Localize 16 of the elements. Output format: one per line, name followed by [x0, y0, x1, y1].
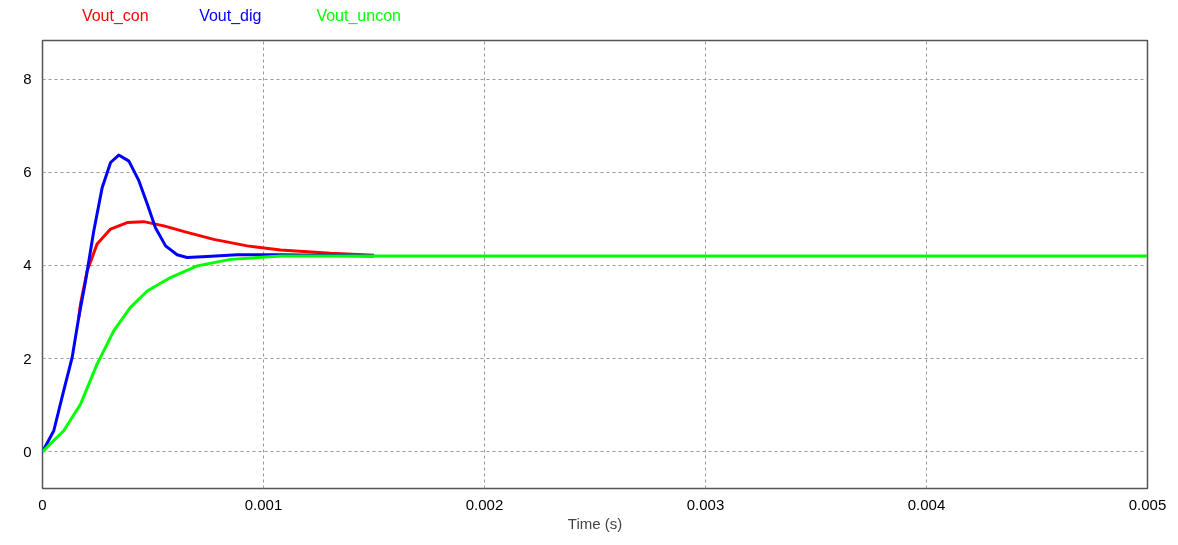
y-tick-label: 4	[23, 256, 32, 274]
text: Vout_dig	[199, 6, 262, 25]
x-tick-label: 0.002	[465, 495, 504, 513]
y-tick-label: 2	[23, 349, 32, 367]
x-axis-title: Time (s)	[567, 514, 623, 532]
x-tick-label: 0.003	[686, 495, 725, 513]
y-tick-label: 6	[23, 163, 32, 181]
text: Vout_con	[81, 6, 149, 25]
x-tick-label: 0.001	[244, 495, 283, 513]
y-tick-label: 0	[23, 442, 32, 460]
text: Vout_uncon	[316, 6, 401, 25]
y-tick-label: 8	[23, 70, 32, 88]
line-series	[42, 254, 1148, 454]
x-tick-label: 0.004	[907, 495, 946, 513]
x-tick-label: 0.005	[1128, 495, 1167, 513]
x-tick-label: 0	[38, 495, 47, 513]
